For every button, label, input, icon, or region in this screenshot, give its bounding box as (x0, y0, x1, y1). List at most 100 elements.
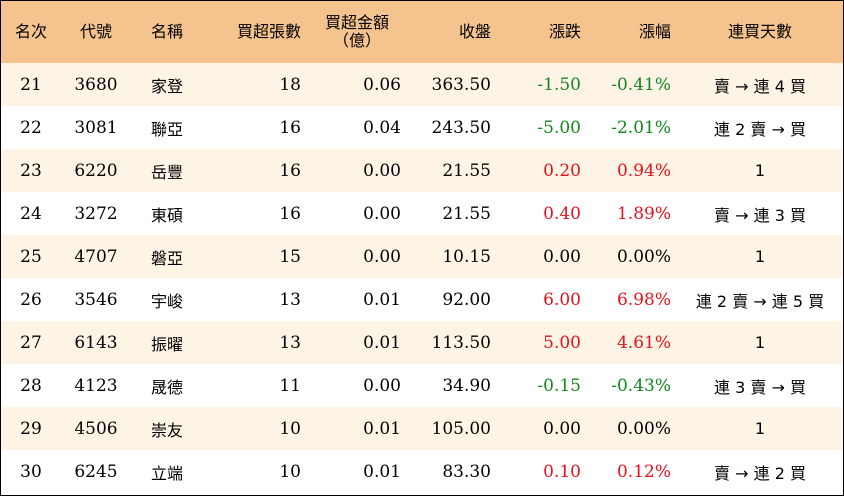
code-cell: 3546 (74, 289, 118, 310)
table-header-row: 名次 代號 名稱 買超張數 買超金額 （億） 收盤 漲跌 漲幅 連買天數 (1, 1, 843, 63)
code-cell: 3680 (74, 74, 118, 95)
amount-cell: 0.06 (363, 74, 401, 95)
close-cell: 92.00 (442, 289, 491, 310)
name-cell: 東碩 (151, 205, 184, 225)
name-cell: 家登 (151, 76, 184, 96)
name-cell: 崇友 (151, 420, 184, 440)
amount-cell: 0.00 (363, 246, 401, 267)
table-row: 30 6245 立端 10 0.01 83.30 0.10 0.12% 賣 → 連 2 買 (1, 450, 843, 493)
header-lots: 買超張數 (236, 22, 301, 41)
lots-cell: 16 (279, 117, 301, 138)
amount-cell: 0.01 (363, 289, 401, 310)
rank-cell: 26 (20, 289, 42, 310)
change-cell: 5.00 (543, 332, 581, 353)
code-cell: 4707 (74, 246, 118, 267)
table-body: 21 3680 家登 18 0.06 363.50 -1.50 -0.41% 賣 → 連 4 買… (1, 63, 843, 493)
close-cell: 113.50 (431, 332, 491, 353)
table-row: 22 3081 聯亞 16 0.04 243.50 -5.00 -2.01% 連 2 賣 → 買 (1, 106, 843, 149)
change-cell: -0.15 (537, 375, 581, 396)
table-row: 24 3272 東碩 16 0.00 21.55 0.40 1.89% 賣 → 連 3 買 (1, 192, 843, 235)
lots-cell: 15 (279, 246, 301, 267)
close-cell: 10.15 (442, 246, 491, 267)
rank-cell: 28 (20, 375, 42, 396)
lots-cell: 16 (279, 160, 301, 181)
amount-cell: 0.00 (363, 160, 401, 181)
streak-cell: 連 3 賣 → 買 (714, 377, 806, 397)
rank-cell: 27 (20, 332, 42, 353)
change-cell: 0.00 (543, 418, 581, 439)
header-amount-line2: （億） (332, 31, 381, 50)
pct-cell: -2.01% (611, 117, 671, 138)
table-row: 23 6220 岳豐 16 0.00 21.55 0.20 0.94% 1 (1, 149, 843, 192)
lots-cell: 18 (279, 74, 301, 95)
name-cell: 宇峻 (151, 291, 184, 311)
name-cell: 聯亞 (151, 119, 184, 139)
amount-cell: 0.00 (363, 203, 401, 224)
rank-cell: 29 (20, 418, 42, 439)
close-cell: 34.90 (442, 375, 491, 396)
change-cell: 6.00 (543, 289, 581, 310)
change-cell: 0.20 (543, 160, 581, 181)
change-cell: 0.00 (543, 246, 581, 267)
streak-cell: 1 (754, 247, 766, 266)
code-cell: 4123 (74, 375, 118, 396)
close-cell: 243.50 (431, 117, 491, 138)
code-cell: 3272 (74, 203, 118, 224)
rank-cell: 22 (20, 117, 42, 138)
amount-cell: 0.01 (363, 418, 401, 439)
rank-cell: 23 (20, 160, 42, 181)
name-cell: 磐亞 (151, 248, 184, 268)
pct-cell: 0.12% (616, 461, 671, 482)
header-streak: 連買天數 (727, 22, 792, 41)
name-cell: 岳豐 (151, 162, 184, 182)
amount-cell: 0.01 (363, 332, 401, 353)
lots-cell: 10 (279, 461, 301, 482)
lots-cell: 13 (279, 289, 301, 310)
streak-cell: 連 2 賣 → 買 (714, 119, 806, 139)
change-cell: 0.40 (543, 203, 581, 224)
streak-cell: 賣 → 連 4 買 (714, 76, 806, 96)
change-cell: -1.50 (537, 74, 581, 95)
pct-cell: 0.00% (616, 418, 671, 439)
rank-cell: 30 (20, 461, 42, 482)
code-cell: 3081 (74, 117, 118, 138)
name-cell: 立端 (151, 463, 184, 483)
code-cell: 6245 (74, 461, 118, 482)
change-cell: 0.10 (543, 461, 581, 482)
code-cell: 4506 (74, 418, 118, 439)
pct-cell: 1.89% (616, 203, 671, 224)
code-cell: 6220 (74, 160, 118, 181)
streak-cell: 1 (754, 333, 766, 352)
lots-cell: 11 (279, 375, 301, 396)
code-cell: 6143 (74, 332, 118, 353)
pct-cell: 4.61% (616, 332, 671, 353)
table-row: 29 4506 崇友 10 0.01 105.00 0.00 0.00% 1 (1, 407, 843, 450)
streak-cell: 連 2 賣 → 連 5 買 (695, 291, 825, 311)
table-row: 21 3680 家登 18 0.06 363.50 -1.50 -0.41% 賣 → 連 4 買 (1, 63, 843, 106)
amount-cell: 0.04 (363, 117, 401, 138)
change-cell: -5.00 (537, 117, 581, 138)
lots-cell: 13 (279, 332, 301, 353)
table-row: 26 3546 宇峻 13 0.01 92.00 6.00 6.98% 連 2 賣 → 連 5 … (1, 278, 843, 321)
pct-cell: 0.00% (616, 246, 671, 267)
rank-cell: 24 (20, 203, 42, 224)
close-cell: 21.55 (442, 203, 491, 224)
header-code: 代號 (79, 22, 112, 41)
header-pct: 漲幅 (638, 22, 671, 41)
header-close: 收盤 (458, 22, 491, 41)
table-row: 28 4123 晟德 11 0.00 34.90 -0.15 -0.43% 連 3 賣 → 買 (1, 364, 843, 407)
table-row: 25 4707 磐亞 15 0.00 10.15 0.00 0.00% 1 (1, 235, 843, 278)
streak-cell: 1 (754, 161, 766, 180)
pct-cell: -0.43% (611, 375, 671, 396)
rank-cell: 25 (20, 246, 42, 267)
amount-cell: 0.00 (363, 375, 401, 396)
pct-cell: 6.98% (616, 289, 671, 310)
rank-cell: 21 (20, 74, 42, 95)
pct-cell: -0.41% (611, 74, 671, 95)
close-cell: 363.50 (431, 74, 491, 95)
amount-cell: 0.01 (363, 461, 401, 482)
streak-cell: 賣 → 連 2 買 (714, 463, 806, 483)
streak-cell: 1 (754, 419, 766, 438)
